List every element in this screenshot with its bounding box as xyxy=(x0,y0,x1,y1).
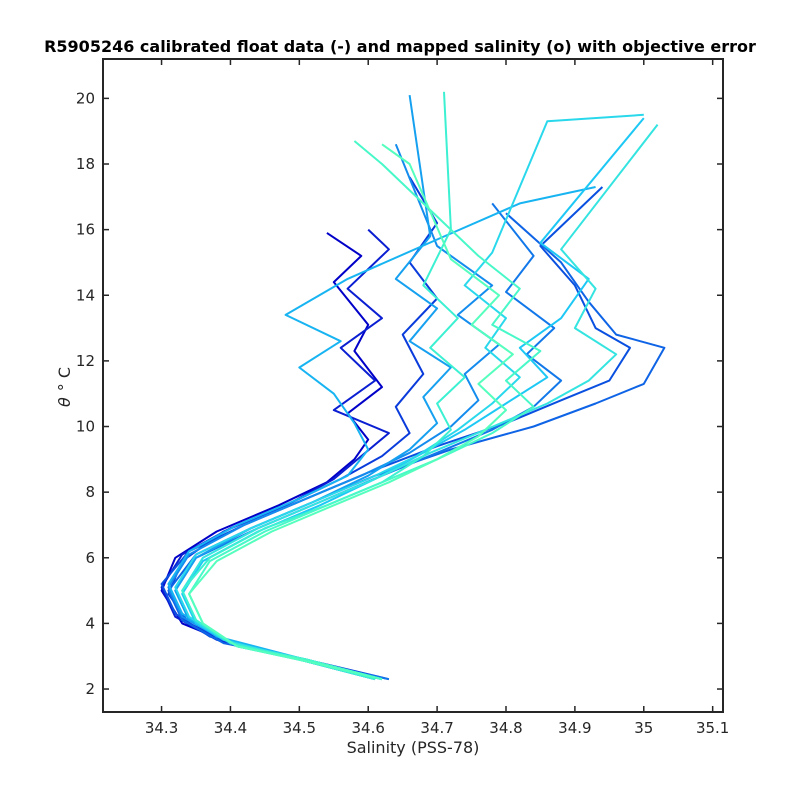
x-axis-label: Salinity (PSS-78) xyxy=(347,738,480,757)
x-tick-label: 34.5 xyxy=(283,719,316,737)
chart-title: R5905246 calibrated float data (-) and m… xyxy=(44,37,756,56)
y-tick-label: 4 xyxy=(85,614,95,632)
series-line-14 xyxy=(188,140,542,681)
y-tick-label: 14 xyxy=(76,286,95,304)
series-line-15 xyxy=(188,143,514,681)
x-tick-label: 34.4 xyxy=(214,719,247,737)
x-tick-label: 35.1 xyxy=(696,719,729,737)
y-tick-label: 6 xyxy=(85,549,95,567)
x-tick-label: 34.9 xyxy=(558,719,591,737)
series-line-3 xyxy=(167,176,439,681)
series-layer xyxy=(160,91,666,681)
x-tick-label: 34.3 xyxy=(145,719,178,737)
series-line-2 xyxy=(160,228,390,681)
y-tick-label: 18 xyxy=(76,155,95,173)
y-tick-label: 16 xyxy=(76,221,95,239)
series-line-7 xyxy=(167,143,501,681)
y-tick-label: 2 xyxy=(85,680,95,698)
series-line-12 xyxy=(181,123,659,681)
series-line-11 xyxy=(174,113,644,681)
series-line-8 xyxy=(174,94,452,681)
y-tick-label: 20 xyxy=(76,89,95,107)
y-axis-label: θ ° C xyxy=(55,367,74,407)
x-tick-label: 34.8 xyxy=(489,719,522,737)
y-tick-label: 12 xyxy=(76,352,95,370)
y-tick-label: 8 xyxy=(85,483,95,501)
x-tick-label: 34.7 xyxy=(420,719,453,737)
series-line-1 xyxy=(160,232,383,681)
plot-frame xyxy=(102,58,724,713)
x-tick-label: 34.6 xyxy=(352,719,385,737)
y-tick-label: 10 xyxy=(76,418,95,436)
y-axis-label-unit: ° C xyxy=(55,367,74,391)
x-tick-label: 35 xyxy=(634,719,653,737)
y-axis-label-symbol: θ xyxy=(55,397,74,407)
axes-layer: 34.3 34.4 34.5 34.6 34.7 34.8 34.9 35 35.1 2 4 6 8 10… xyxy=(76,58,729,737)
series-line-9 xyxy=(167,186,596,677)
series-line-10 xyxy=(181,117,645,681)
series-line-13 xyxy=(181,91,466,681)
